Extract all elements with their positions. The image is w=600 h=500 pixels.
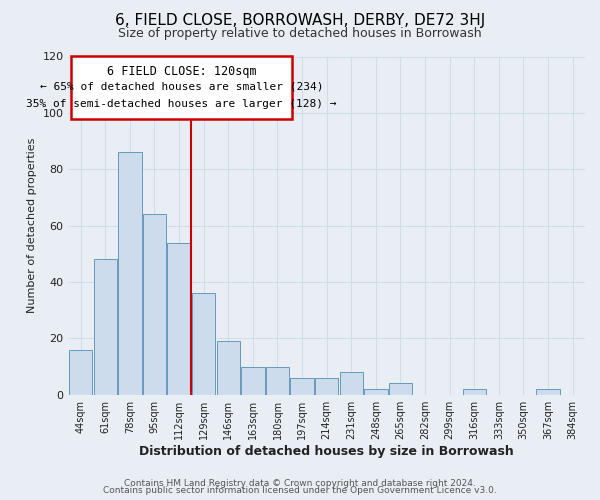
Bar [290, 378, 314, 394]
Bar [71, 56, 292, 118]
Bar [217, 341, 240, 394]
Bar [364, 389, 388, 394]
Text: Contains public sector information licensed under the Open Government Licence v3: Contains public sector information licen… [103, 486, 497, 495]
Text: 6, FIELD CLOSE, BORROWASH, DERBY, DE72 3HJ: 6, FIELD CLOSE, BORROWASH, DERBY, DE72 3… [115, 12, 485, 28]
Bar [192, 293, 215, 394]
Text: 35% of semi-detached houses are larger (128) →: 35% of semi-detached houses are larger (… [26, 99, 337, 109]
Bar [241, 366, 265, 394]
X-axis label: Distribution of detached houses by size in Borrowash: Distribution of detached houses by size … [139, 444, 514, 458]
Bar [266, 366, 289, 394]
Bar [536, 389, 560, 394]
Bar [167, 242, 191, 394]
Bar [94, 260, 117, 394]
Bar [340, 372, 363, 394]
Bar [143, 214, 166, 394]
Y-axis label: Number of detached properties: Number of detached properties [27, 138, 37, 314]
Bar [315, 378, 338, 394]
Bar [118, 152, 142, 394]
Bar [69, 350, 92, 395]
Bar [463, 389, 486, 394]
Bar [389, 384, 412, 394]
Text: Contains HM Land Registry data © Crown copyright and database right 2024.: Contains HM Land Registry data © Crown c… [124, 478, 476, 488]
Text: ← 65% of detached houses are smaller (234): ← 65% of detached houses are smaller (23… [40, 82, 323, 92]
Text: Size of property relative to detached houses in Borrowash: Size of property relative to detached ho… [118, 28, 482, 40]
Text: 6 FIELD CLOSE: 120sqm: 6 FIELD CLOSE: 120sqm [107, 65, 256, 78]
